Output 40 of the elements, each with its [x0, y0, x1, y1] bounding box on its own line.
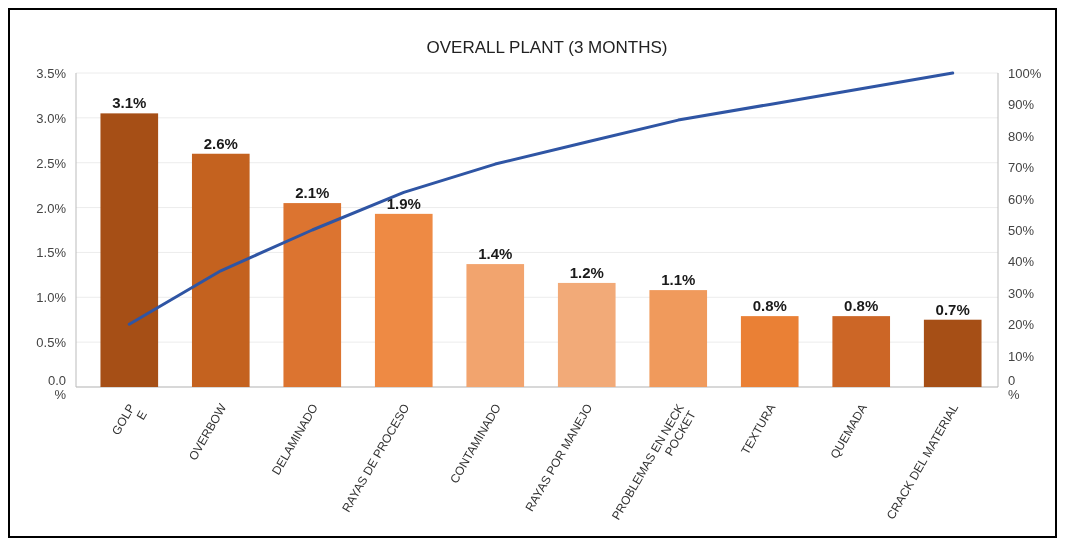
bar: [191, 153, 250, 387]
y2-tick-label: 20%: [1008, 317, 1035, 333]
y2-tick-label: 60%: [1008, 191, 1035, 207]
data-label: 0.8%: [752, 297, 787, 315]
bar: [557, 282, 616, 387]
y2-tick-label: 90%: [1008, 97, 1035, 113]
y-tick-label: 1.0%: [36, 290, 67, 306]
data-label: 2.6%: [203, 134, 238, 152]
y2-tick-label: 100%: [1008, 66, 1042, 81]
bar: [923, 319, 982, 387]
y2-tick-label: 50%: [1008, 223, 1035, 238]
bar: [100, 113, 159, 387]
y-tick-label: 1.5%: [36, 245, 67, 261]
data-label: 1.2%: [569, 263, 604, 281]
data-label: 0.8%: [844, 297, 879, 315]
bar: [374, 213, 433, 387]
data-label: 1.4%: [478, 245, 513, 263]
bar: [466, 264, 525, 387]
data-label: 1.1%: [661, 271, 696, 289]
chart-title: OVERALL PLANT (3 MONTHS): [426, 38, 668, 57]
y-tick-label: 0.5%: [36, 335, 67, 351]
bar: [832, 316, 891, 387]
y2-tick-label: 30%: [1008, 285, 1035, 301]
y2-tick-label: 80%: [1008, 128, 1035, 144]
y-tick-label: 0.0 %: [47, 372, 67, 403]
y-tick-label: 3.5%: [36, 66, 67, 81]
y-tick-label: 3.0%: [36, 110, 67, 126]
data-label: 2.1%: [295, 184, 330, 202]
y-tick-label: 2.0%: [36, 200, 67, 216]
y2-tick-label: 10%: [1008, 348, 1035, 364]
data-label: 1.9%: [386, 194, 421, 212]
bar: [283, 203, 342, 387]
data-label: 0.7%: [935, 300, 970, 318]
bar: [649, 290, 708, 387]
y2-tick-label: 70%: [1008, 160, 1035, 176]
data-label: 3.1%: [112, 94, 147, 112]
y2-tick-label: 0 %: [1008, 372, 1020, 403]
y2-tick-label: 40%: [1008, 254, 1035, 270]
bar: [740, 316, 799, 387]
y-tick-label: 2.5%: [36, 155, 67, 171]
